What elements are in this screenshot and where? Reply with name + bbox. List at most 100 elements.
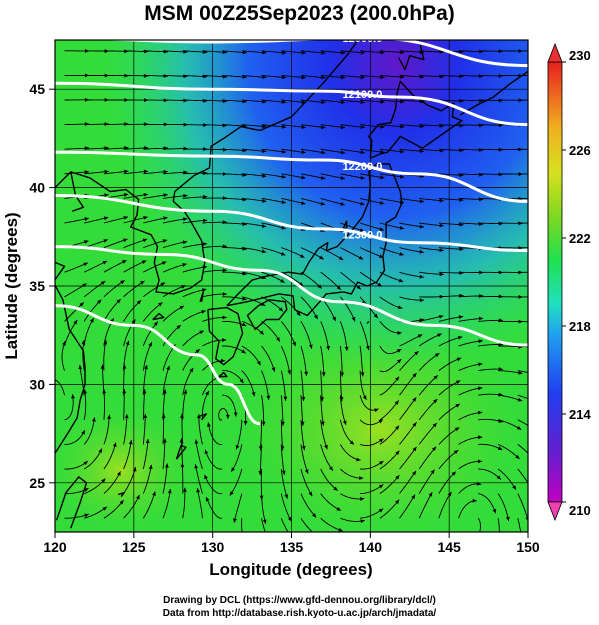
streamline-arrow xyxy=(136,300,142,305)
streamline-arrow xyxy=(280,446,285,451)
streamline-arrow xyxy=(205,496,210,502)
streamline xyxy=(399,446,417,470)
streamline xyxy=(281,50,306,54)
streamline xyxy=(143,282,166,298)
streamline-arrow xyxy=(122,260,127,264)
streamline xyxy=(280,493,292,522)
streamline xyxy=(340,148,365,154)
streamline xyxy=(281,247,305,258)
streamline xyxy=(320,395,324,426)
streamline-arrow xyxy=(336,506,341,511)
streamline xyxy=(194,464,203,494)
colorbar-tick-label: 230 xyxy=(569,48,591,63)
streamline xyxy=(261,197,286,204)
streamline xyxy=(419,222,444,227)
streamline xyxy=(458,197,484,200)
streamline xyxy=(320,148,346,154)
y-tick-label: 45 xyxy=(29,81,45,97)
streamline-arrow xyxy=(301,50,306,55)
streamlines xyxy=(50,48,542,532)
streamline-arrow xyxy=(430,469,435,475)
streamline-arrow xyxy=(419,124,425,129)
streamline-arrow xyxy=(379,201,385,205)
streamline xyxy=(142,302,163,322)
streamline-arrow xyxy=(281,100,287,104)
streamline xyxy=(261,222,286,230)
streamline xyxy=(438,449,459,470)
streamline-arrow xyxy=(360,497,365,501)
streamline-arrow xyxy=(412,446,417,452)
streamline xyxy=(438,295,464,298)
streamline-arrow xyxy=(262,75,267,80)
streamline xyxy=(84,506,108,519)
streamline-arrow xyxy=(537,401,541,405)
streamline xyxy=(64,460,89,470)
streamline xyxy=(320,271,342,291)
streamline xyxy=(379,321,402,334)
streamline-arrow xyxy=(321,100,326,105)
streamline xyxy=(379,271,404,283)
streamline-arrow xyxy=(328,466,333,471)
streamline-arrow xyxy=(400,149,405,154)
streamline xyxy=(202,99,228,102)
contour-label: 12300.0 xyxy=(343,230,383,242)
streamline xyxy=(162,305,185,322)
streamline-arrow xyxy=(538,73,542,77)
streamline xyxy=(281,99,306,104)
streamline-arrow xyxy=(340,50,346,55)
streamline-arrow xyxy=(512,485,516,490)
streamline xyxy=(204,474,223,495)
streamline xyxy=(142,364,148,396)
streamline-arrow xyxy=(222,315,227,320)
streamline-arrow xyxy=(203,218,208,223)
streamline-arrow xyxy=(182,487,187,492)
streamline-arrow xyxy=(356,457,361,462)
streamline xyxy=(123,50,149,53)
streamline xyxy=(233,493,243,523)
streamline-arrow xyxy=(338,527,343,532)
streamline-arrow xyxy=(457,335,463,340)
streamline xyxy=(300,50,326,54)
streamline-arrow xyxy=(50,385,54,389)
streamline xyxy=(123,260,147,273)
streamline xyxy=(359,395,379,411)
streamline xyxy=(360,508,384,519)
streamline xyxy=(222,148,247,152)
streamline xyxy=(379,124,405,128)
streamline xyxy=(123,364,126,396)
contour-label: 12000.0 xyxy=(343,33,383,45)
streamline xyxy=(222,320,247,327)
streamline xyxy=(340,222,365,232)
streamline-arrow xyxy=(478,339,483,344)
streamline-arrow xyxy=(167,489,172,494)
streamline xyxy=(458,295,484,298)
streamline xyxy=(202,269,227,273)
streamline-arrow xyxy=(398,278,404,283)
streamline xyxy=(340,124,365,128)
streamline xyxy=(379,499,400,519)
streamline xyxy=(123,216,148,224)
streamline xyxy=(438,336,463,347)
streamline xyxy=(458,500,477,519)
streamline xyxy=(182,288,207,298)
streamline-arrow xyxy=(378,484,384,489)
streamline xyxy=(103,298,121,322)
streamline-arrow xyxy=(143,192,148,197)
streamline xyxy=(83,317,95,347)
streamline-arrow xyxy=(124,169,129,174)
streamline xyxy=(261,321,281,342)
streamline xyxy=(143,171,168,175)
streamline-arrow xyxy=(538,295,542,299)
contour-label: 12100.0 xyxy=(343,89,383,101)
streamline-arrow xyxy=(308,491,313,497)
streamline-arrow xyxy=(164,463,169,468)
streamline xyxy=(84,170,109,175)
streamline xyxy=(478,124,503,126)
streamline-arrow xyxy=(124,122,129,127)
streamline-arrow xyxy=(101,478,106,483)
streamline xyxy=(241,222,267,228)
streamline-arrow xyxy=(530,488,534,492)
streamline xyxy=(300,345,307,376)
streamline xyxy=(320,247,344,261)
